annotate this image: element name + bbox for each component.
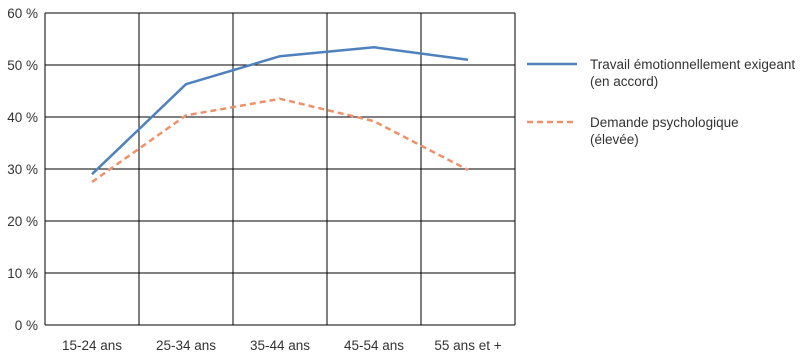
x-tick-label: 25-34 ans [156, 338, 216, 353]
y-tick-label: 60 % [7, 6, 38, 21]
legend-label: Demande psychologique [590, 115, 739, 130]
grid [44, 12, 516, 326]
y-tick-label: 40 % [7, 110, 38, 125]
legend-label: (élevée) [590, 132, 639, 147]
y-tick-label: 20 % [7, 214, 38, 229]
x-tick-label: 45-54 ans [344, 338, 404, 353]
x-tick-label: 15-24 ans [62, 338, 122, 353]
x-axis-ticks: 15-24 ans 25-34 ans 35-44 ans 45-54 ans 55 a… [62, 338, 502, 353]
series-line-2 [91, 97, 469, 184]
legend-label: Travail émotionnellement exigeant [590, 57, 795, 72]
x-tick-label: 55 ans et + [434, 338, 501, 353]
y-tick-label: 30 % [7, 162, 38, 177]
y-tick-label: 0 % [15, 318, 38, 333]
y-axis-ticks: 0 % 10 % 20 % 30 % 40 % 50 % 60 % [7, 6, 38, 333]
x-tick-label: 35-44 ans [250, 338, 310, 353]
series-line-1 [91, 46, 469, 176]
legend: Travail émotionnellement exigeant (en acc… [527, 57, 795, 147]
series-lines [91, 46, 469, 184]
y-tick-label: 50 % [7, 58, 38, 73]
legend-label: (en accord) [590, 74, 658, 89]
y-tick-label: 10 % [7, 266, 38, 281]
